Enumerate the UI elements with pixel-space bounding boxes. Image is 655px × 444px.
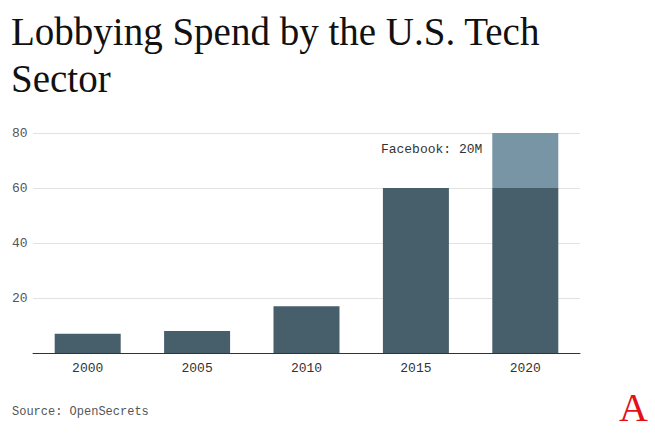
svg-text:2005: 2005 bbox=[181, 361, 212, 376]
html-text:A: A bbox=[619, 385, 648, 430]
html-text:Lobbying Spend by the U.S. Tec: Lobbying Spend by the U.S. Tech Sector bbox=[11, 10, 540, 100]
html-text:Source: OpenSecrets: Source: OpenSecrets bbox=[12, 405, 149, 419]
svg-text:40: 40 bbox=[12, 236, 28, 251]
svg-text:Facebook: 20M: Facebook: 20M bbox=[381, 142, 482, 157]
svg-text:80: 80 bbox=[12, 126, 28, 141]
svg-text:2000: 2000 bbox=[72, 361, 103, 376]
svg-text:60: 60 bbox=[12, 181, 28, 196]
svg-text:2020: 2020 bbox=[510, 361, 541, 376]
svg-text:20: 20 bbox=[12, 291, 28, 306]
svg-text:2010: 2010 bbox=[291, 361, 322, 376]
svg-text:2015: 2015 bbox=[400, 361, 431, 376]
